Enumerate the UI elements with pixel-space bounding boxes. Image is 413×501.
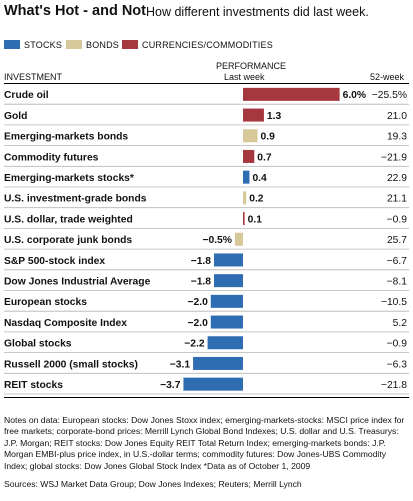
- sources-text: Sources: WSJ Market Data Group; Dow Jone…: [4, 479, 302, 489]
- category-label: Global stocks: [4, 339, 72, 350]
- week52-value: 5.2: [393, 318, 408, 329]
- week52-value: −6.7: [387, 256, 408, 267]
- category-label: Emerging-markets bonds: [4, 132, 128, 143]
- notes-text: Notes on data: European stocks: Dow Jone…: [4, 415, 405, 471]
- bar: [193, 356, 243, 370]
- investment-header: INVESTMENT: [4, 72, 63, 82]
- week52-value: −0.9: [387, 214, 408, 225]
- bar: [243, 129, 258, 143]
- category-label: Dow Jones Industrial Average: [4, 276, 151, 287]
- category-label: S&P 500-stock index: [4, 256, 105, 267]
- bar: [214, 253, 243, 267]
- category-label: Crude oil: [4, 90, 49, 101]
- legend-label-commodities: CURRENCIES/COMMODITIES: [142, 40, 273, 50]
- bar: [207, 336, 243, 350]
- value-label: 6.0%: [343, 90, 366, 101]
- bar: [243, 212, 245, 226]
- week52-header: 52-week: [370, 72, 405, 82]
- bar: [243, 108, 264, 122]
- bar: [243, 87, 340, 101]
- week52-value: −21.9: [381, 152, 407, 163]
- bar: [234, 232, 243, 246]
- last-week-header: Last week: [224, 72, 265, 82]
- value-label: 0.1: [248, 214, 263, 225]
- category-label: U.S. investment-grade bonds: [4, 194, 147, 205]
- chart-title: What's Hot - and Not: [4, 3, 146, 19]
- legend-swatch-stocks: [4, 40, 20, 49]
- value-label: 0.2: [249, 194, 264, 205]
- category-label: Emerging-markets stocks*: [4, 173, 134, 184]
- category-label: Russell 2000 (small stocks): [4, 359, 138, 370]
- week52-value: 21.0: [387, 111, 407, 122]
- legend-label-bonds: BONDS: [86, 40, 120, 50]
- week52-value: −10.5: [381, 297, 407, 308]
- category-label: U.S. dollar, trade weighted: [4, 214, 133, 225]
- week52-value: 25.7: [387, 235, 407, 246]
- value-label: −2.0: [187, 318, 208, 329]
- category-label: REIT stocks: [4, 380, 63, 391]
- value-label: 0.7: [257, 152, 272, 163]
- value-label: −1.8: [191, 256, 212, 267]
- week52-value: −0.9: [387, 339, 408, 350]
- bar: [243, 191, 247, 205]
- value-label: 0.9: [260, 132, 275, 143]
- category-label: Gold: [4, 111, 27, 122]
- value-label: −2.0: [187, 297, 208, 308]
- bar: [183, 377, 243, 391]
- bar: [210, 315, 243, 329]
- week52-value: −6.3: [387, 359, 408, 370]
- legend-label-stocks: STOCKS: [24, 40, 63, 50]
- bar: [243, 149, 255, 163]
- value-label: −2.2: [184, 339, 205, 350]
- bar: [214, 274, 243, 288]
- category-label: U.S. corporate junk bonds: [4, 235, 132, 246]
- value-label: −0.5%: [202, 235, 231, 246]
- value-label: −3.7: [160, 380, 181, 391]
- bar: [243, 170, 250, 184]
- category-label: Nasdaq Composite Index: [4, 318, 127, 329]
- week52-value: −8.1: [387, 276, 408, 287]
- week52-value: 22.9: [387, 173, 407, 184]
- week52-value: −25.5%: [372, 90, 407, 101]
- performance-header: PERFORMANCE: [216, 61, 287, 71]
- value-label: 1.3: [267, 111, 282, 122]
- category-label: European stocks: [4, 297, 87, 308]
- week52-value: −21.8: [381, 380, 407, 391]
- week52-value: 21.1: [387, 194, 407, 205]
- value-label: −3.1: [170, 359, 191, 370]
- week52-value: 19.3: [387, 132, 407, 143]
- category-label: Commodity futures: [4, 152, 99, 163]
- legend-swatch-bonds: [66, 40, 82, 49]
- bar: [210, 294, 243, 308]
- chart-subtitle: How different investments did last week.: [146, 5, 369, 19]
- legend-swatch-commodities: [122, 40, 138, 49]
- value-label: 0.4: [252, 173, 267, 184]
- value-label: −1.8: [191, 276, 212, 287]
